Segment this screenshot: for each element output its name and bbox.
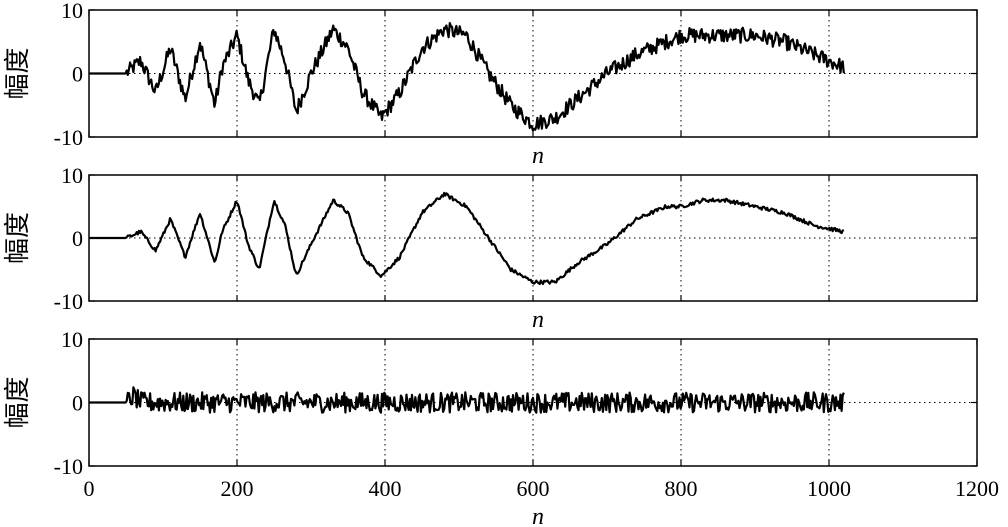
y-tick-label: -10 [54, 125, 83, 150]
y-axis-label: 幅度 [3, 376, 32, 428]
axes-frame [88, 9, 978, 138]
y-tick-label: 0 [72, 62, 83, 87]
y-tick-label: 0 [72, 226, 83, 251]
x-axis-label: n [532, 307, 544, 333]
axes-frame [88, 338, 978, 467]
series-line-1 [88, 386, 845, 414]
y-axis-label: 幅度 [3, 212, 32, 264]
axes-frame [88, 174, 978, 302]
x-tick-label: 800 [665, 476, 698, 501]
x-tick-label: 600 [517, 476, 550, 501]
y-tick-label: -10 [54, 454, 83, 479]
x-tick-label: 1200 [955, 476, 999, 501]
x-axis-label: n [532, 143, 544, 169]
x-tick-label: 400 [369, 476, 402, 501]
series-line-1 [88, 191, 845, 286]
panel-2: -10 0 10 幅度 n [3, 163, 978, 333]
y-tick-label: 10 [61, 0, 83, 23]
x-tick-label: 200 [221, 476, 254, 501]
series-line-1 [88, 22, 845, 132]
x-tick-label: 1000 [807, 476, 851, 501]
y-axis-label: 幅度 [3, 47, 32, 99]
y-tick-label: 0 [72, 391, 83, 416]
y-tick-label: -10 [54, 289, 83, 314]
y-tick-label: 10 [61, 327, 83, 352]
panel-1: -10 0 10 幅度 n [3, 0, 978, 169]
x-axis-label: n [532, 504, 544, 527]
x-tick-label: 0 [84, 476, 95, 501]
y-tick-label: 10 [61, 163, 83, 188]
